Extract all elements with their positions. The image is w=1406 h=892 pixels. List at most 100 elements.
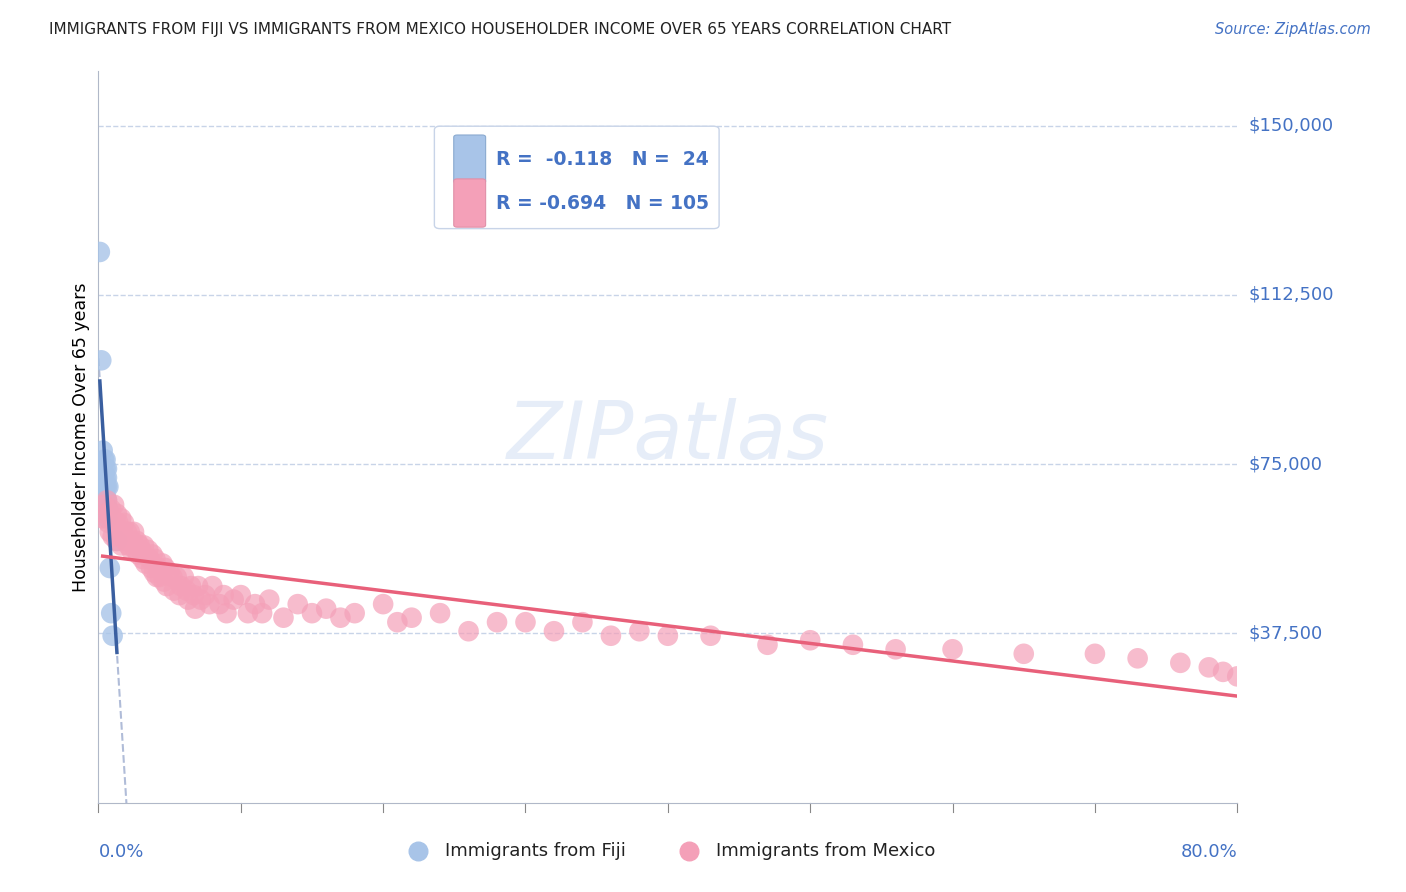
Point (94, 461, 117, 475)
Point (101, 529, 124, 543)
Point (149, 570, 172, 584)
Point (187, 579, 209, 593)
Point (118, 524, 141, 539)
Point (97, 480, 120, 494)
Point (105, 533, 128, 548)
Point (96, 493, 118, 508)
Text: Source: ZipAtlas.com: Source: ZipAtlas.com (1215, 22, 1371, 37)
Point (169, 588, 191, 602)
Point (96, 493, 118, 508)
Y-axis label: Householder Income Over 65 years: Householder Income Over 65 years (72, 283, 90, 591)
Point (104, 516, 127, 530)
Point (222, 592, 245, 607)
Point (657, 629, 679, 643)
Text: IMMIGRANTS FROM FIJI VS IMMIGRANTS FROM MEXICO HOUSEHOLDER INCOME OVER 65 YEARS : IMMIGRANTS FROM FIJI VS IMMIGRANTS FROM … (49, 22, 952, 37)
Point (429, 606, 451, 620)
Point (96, 461, 118, 475)
Point (173, 570, 195, 584)
Point (183, 588, 205, 602)
Point (91, 511, 114, 525)
Point (163, 583, 186, 598)
Point (287, 597, 309, 611)
Text: $75,000: $75,000 (1249, 455, 1323, 473)
Point (110, 511, 132, 525)
Point (387, 615, 409, 630)
Point (273, 610, 295, 624)
Point (156, 579, 179, 593)
Point (628, 624, 651, 639)
Point (343, 606, 366, 620)
Point (1198, 660, 1220, 674)
Point (101, 629, 124, 643)
Point (198, 597, 221, 611)
Point (190, 592, 212, 607)
Point (699, 629, 721, 643)
Point (600, 629, 623, 643)
Point (884, 642, 907, 657)
Text: R = -0.694   N = 105: R = -0.694 N = 105 (496, 194, 709, 212)
FancyBboxPatch shape (454, 135, 485, 183)
Point (105, 533, 128, 548)
Point (96, 511, 118, 525)
Point (134, 557, 156, 571)
Point (110, 538, 132, 552)
Point (91, 461, 114, 475)
Point (141, 548, 163, 562)
Point (93, 452, 115, 467)
Point (457, 624, 479, 639)
Point (108, 524, 131, 539)
Point (93, 498, 115, 512)
Point (329, 610, 352, 624)
Point (132, 538, 155, 552)
Point (166, 570, 188, 584)
Point (250, 606, 273, 620)
Point (236, 606, 259, 620)
Point (229, 588, 252, 602)
FancyBboxPatch shape (454, 179, 485, 227)
Point (96, 480, 118, 494)
Text: $37,500: $37,500 (1249, 624, 1323, 642)
Point (180, 579, 202, 593)
Text: 80.0%: 80.0% (1181, 843, 1237, 861)
Point (98, 561, 121, 575)
Text: $112,500: $112,500 (1249, 285, 1334, 304)
Point (101, 511, 124, 525)
Point (96, 471, 118, 485)
Point (162, 570, 184, 584)
Point (94, 480, 117, 494)
Point (1012, 647, 1035, 661)
Point (122, 524, 145, 539)
Point (373, 597, 395, 611)
Point (124, 543, 146, 558)
Point (94, 471, 117, 485)
Point (93, 480, 115, 494)
Point (543, 624, 565, 639)
Point (93, 466, 115, 480)
Point (98, 524, 121, 539)
Point (97, 516, 120, 530)
Point (486, 615, 509, 630)
Point (90, 353, 112, 368)
Point (120, 543, 142, 558)
Point (799, 633, 821, 648)
Point (128, 538, 150, 552)
Point (176, 583, 198, 598)
Point (146, 570, 169, 584)
Point (97, 502, 120, 516)
Point (1170, 656, 1192, 670)
Point (131, 552, 153, 566)
Point (117, 538, 139, 552)
Point (201, 579, 224, 593)
Point (89, 244, 111, 259)
Point (1126, 651, 1149, 665)
Point (100, 606, 122, 620)
FancyBboxPatch shape (434, 126, 718, 228)
Point (184, 601, 207, 615)
Point (129, 543, 152, 558)
Point (1212, 665, 1234, 679)
Point (243, 597, 266, 611)
Point (159, 566, 181, 580)
Legend: Immigrants from Fiji, Immigrants from Mexico: Immigrants from Fiji, Immigrants from Me… (392, 835, 943, 867)
Point (301, 606, 323, 620)
Point (138, 552, 160, 566)
